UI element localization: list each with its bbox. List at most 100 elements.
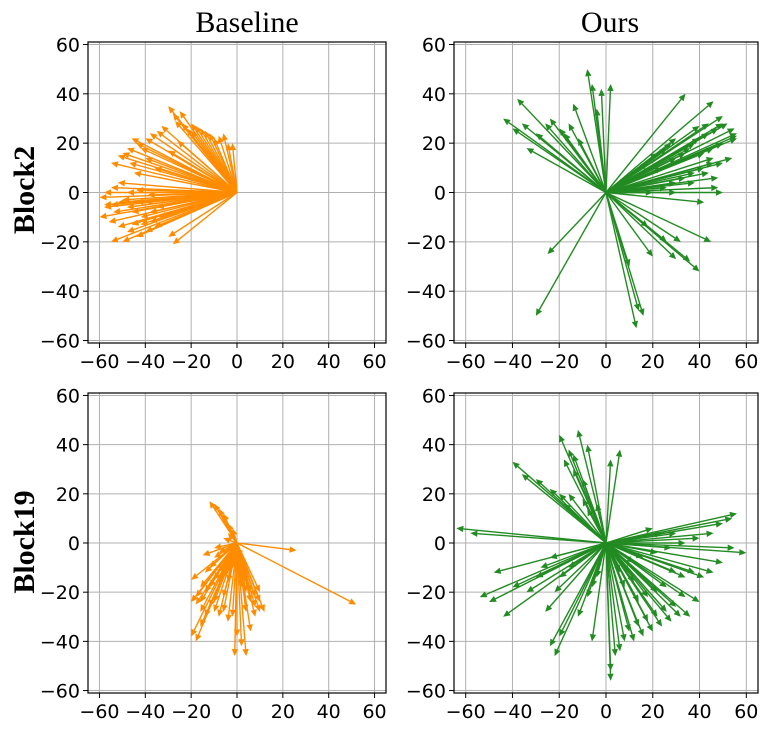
arrow-shaft (605, 542, 686, 613)
y-tick-label: −40 (406, 281, 446, 303)
arrow-head (99, 193, 107, 201)
arrow-shaft (605, 191, 706, 240)
arrow-shaft (227, 542, 238, 615)
arrow-vector (540, 542, 607, 569)
y-tick-label: −20 (40, 232, 80, 254)
arrow-head (573, 469, 580, 477)
arrow-shaft (173, 153, 238, 194)
arrow-head (191, 573, 199, 580)
arrow-vector (605, 542, 658, 593)
arrow-head (607, 663, 614, 671)
arrow-head (254, 584, 260, 593)
arrow-head (140, 219, 149, 226)
arrow-head (607, 83, 614, 92)
arrow-head (172, 113, 180, 121)
arrow-head (641, 589, 649, 598)
arrow-head (677, 590, 686, 598)
arrow-shaft (477, 532, 607, 544)
arrow-shaft (605, 542, 618, 567)
arrow-head (526, 148, 535, 155)
arrow-shaft (568, 507, 607, 544)
arrow-head (547, 246, 555, 255)
arrow-vector (177, 140, 238, 194)
arrow-head (715, 116, 723, 123)
y-tick-label: −40 (40, 281, 80, 303)
arrow-shaft (124, 182, 238, 194)
y-tick-label: 20 (56, 133, 80, 155)
arrow-head (250, 609, 257, 617)
arrow-head (200, 604, 207, 612)
arrow-vector (159, 191, 238, 219)
row-title-block19: Block19 (8, 490, 41, 593)
arrow-vector (605, 101, 714, 194)
arrow-head (168, 150, 176, 157)
arrow-head (705, 567, 714, 574)
arrow-head (682, 254, 691, 262)
arrow-head (715, 521, 723, 528)
arrow-head (258, 604, 265, 612)
y-tick-label: −60 (40, 331, 80, 353)
arrows (191, 501, 357, 657)
arrow-head (545, 604, 553, 612)
arrow-head (227, 523, 234, 532)
arrow-shaft (605, 192, 650, 252)
arrow-shaft (580, 144, 607, 193)
arrow-head (724, 516, 733, 523)
arrow-vector (147, 191, 238, 198)
arrow-head (204, 130, 211, 139)
arrow-head (168, 230, 176, 237)
arrow-head (217, 609, 224, 617)
arrow-head (664, 614, 672, 622)
arrow-head (659, 580, 667, 588)
arrow-head (668, 530, 677, 538)
arrow-head (715, 189, 723, 196)
arrow-head (233, 555, 241, 563)
arrow-head (739, 549, 747, 556)
arrow-vector (108, 191, 238, 224)
arrow-head (250, 589, 257, 598)
arrow-head (223, 513, 230, 522)
arrow-head (729, 135, 737, 142)
arrow-vector (568, 493, 607, 544)
arrow-shaft (194, 136, 238, 193)
arrow-head (568, 493, 576, 502)
arrow-head (659, 234, 667, 242)
x-tick-label: −60 (446, 701, 486, 723)
x-tick-label: −60 (79, 351, 119, 373)
arrow-shaft (605, 542, 670, 571)
arrow-head (545, 123, 553, 131)
arrow-shaft (605, 90, 612, 193)
x-tick-label: −40 (492, 351, 532, 373)
arrow-shaft (556, 542, 607, 651)
arrow-head (691, 595, 700, 603)
arrow-head (179, 111, 187, 119)
arrow-shaft (115, 191, 238, 222)
arrow-shaft (526, 478, 607, 544)
arrow-head (549, 638, 557, 647)
arrow-head (619, 579, 625, 588)
arrow-head (724, 156, 733, 163)
arrow-head (214, 503, 221, 512)
arrow-shaft (605, 126, 718, 194)
arrow-shaft (575, 475, 607, 544)
arrow-head (191, 628, 198, 637)
arrow-vector (605, 192, 638, 329)
arrow-head (591, 579, 598, 588)
arrow-head (231, 649, 239, 657)
arrow-vector (110, 161, 238, 194)
arrow-head (726, 128, 735, 135)
arrow-head (126, 189, 134, 196)
arrow-head (669, 189, 677, 196)
arrow-head (682, 609, 691, 617)
arrow-vector (479, 542, 607, 598)
panel-block19-ours: −60 −40 −20 0 20 40 60 60 40 20 0 −20 −40 −60 (406, 385, 759, 723)
arrow-head (254, 604, 261, 612)
arrow-shaft (605, 191, 662, 238)
arrow-head (559, 570, 567, 578)
arrow-shaft (605, 187, 712, 194)
arrow-head (633, 303, 640, 311)
arrow-shaft (538, 192, 607, 311)
arrow-vector (605, 542, 667, 588)
arrow-head (632, 594, 639, 603)
arrow-shaft (143, 189, 238, 194)
